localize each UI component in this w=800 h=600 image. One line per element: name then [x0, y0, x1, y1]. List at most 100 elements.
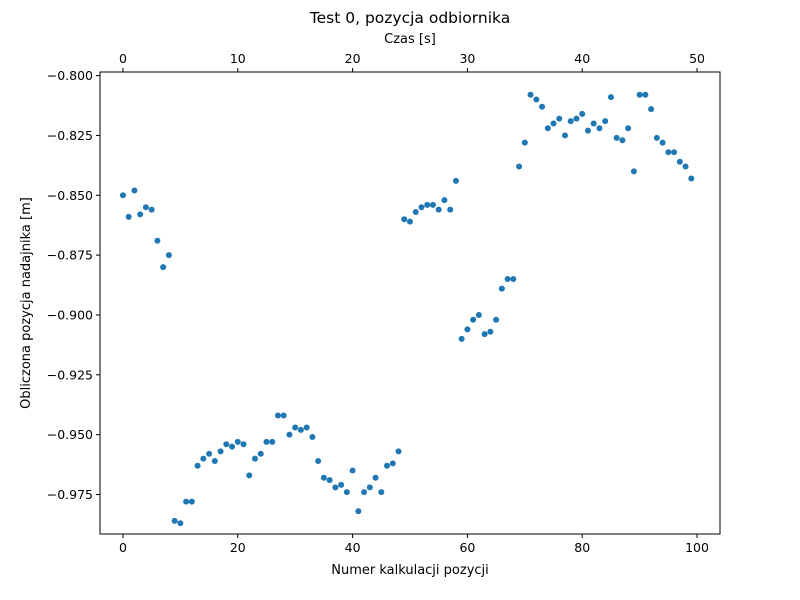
data-point-17	[217, 448, 224, 455]
top-tick-label: 20	[345, 51, 361, 66]
data-point-84	[602, 118, 609, 125]
data-point-45	[378, 489, 385, 496]
data-point-68	[510, 276, 517, 283]
data-point-60	[464, 326, 471, 333]
top-tick-label: 30	[459, 51, 475, 66]
data-point-97	[676, 158, 683, 165]
x-tick-label: 40	[345, 540, 361, 555]
data-point-30	[292, 424, 299, 431]
data-point-67	[504, 276, 511, 283]
data-point-86	[613, 134, 620, 141]
data-point-53	[424, 201, 431, 208]
data-point-14	[200, 455, 207, 462]
x-tick-label: 0	[119, 540, 127, 555]
data-point-39	[343, 489, 350, 496]
data-point-33	[309, 434, 316, 441]
data-point-10	[177, 520, 184, 527]
data-point-65	[493, 316, 500, 323]
data-point-35	[320, 474, 327, 481]
data-point-90	[636, 91, 643, 98]
data-point-23	[252, 455, 258, 462]
data-point-57	[447, 206, 454, 213]
top-tick-label: 10	[230, 51, 246, 66]
data-point-71	[527, 91, 534, 98]
data-point-9	[171, 517, 178, 524]
data-point-70	[521, 139, 528, 146]
data-points	[119, 91, 695, 527]
data-point-55	[435, 206, 442, 213]
top-tick-label: 40	[574, 51, 590, 66]
y-tick-label: −0.800	[47, 68, 93, 83]
data-point-91	[642, 91, 649, 98]
data-point-6	[154, 237, 161, 244]
x-axis-title: Numer kalkulacji pozycji	[331, 563, 489, 578]
data-point-4	[142, 204, 149, 211]
data-point-32	[303, 424, 310, 431]
data-point-15	[206, 450, 213, 457]
data-point-31	[297, 426, 304, 433]
data-point-89	[630, 168, 637, 175]
data-point-48	[395, 448, 402, 455]
data-point-42	[361, 489, 368, 496]
data-point-58	[452, 177, 459, 184]
data-point-8	[165, 252, 172, 259]
y-tick-label: −0.950	[47, 427, 93, 442]
data-point-76	[556, 115, 563, 122]
data-point-27	[274, 412, 281, 419]
data-point-24	[257, 450, 264, 457]
y-tick-label: −0.975	[47, 487, 93, 502]
data-point-74	[544, 125, 551, 132]
data-point-69	[516, 163, 523, 170]
data-point-0	[119, 192, 126, 199]
top-axis-ticks: 0 10 20 30 40 50	[119, 51, 705, 72]
data-point-2	[131, 187, 138, 194]
data-point-99	[688, 175, 695, 182]
y-tick-label: −0.825	[47, 128, 93, 143]
data-point-3	[137, 211, 144, 218]
data-point-66	[498, 285, 505, 292]
data-point-92	[648, 106, 655, 113]
data-point-64	[487, 328, 494, 335]
top-tick-label: 0	[119, 51, 127, 66]
data-point-29	[286, 431, 293, 438]
data-point-62	[475, 311, 482, 318]
top-tick-label: 50	[689, 51, 705, 66]
data-point-82	[590, 120, 597, 127]
data-point-12	[188, 498, 195, 505]
chart-title: Test 0, pozycja odbiornika	[309, 9, 510, 27]
data-point-72	[533, 96, 540, 103]
data-point-87	[619, 137, 626, 144]
data-point-20	[234, 438, 241, 445]
data-point-63	[481, 331, 488, 338]
y-axis-ticks: −0.800 −0.825 −0.850 −0.875 −0.900 −0.925 −0.9…	[47, 68, 100, 502]
data-point-11	[183, 498, 190, 505]
data-point-79	[573, 115, 580, 122]
data-point-85	[607, 94, 614, 101]
data-point-5	[148, 206, 155, 213]
data-point-54	[429, 201, 436, 208]
data-point-52	[418, 204, 425, 211]
data-point-28	[280, 412, 287, 419]
data-point-16	[211, 457, 218, 464]
x-axis-ticks: 0 20 40 60 80 100	[119, 534, 709, 555]
data-point-59	[458, 335, 465, 342]
data-point-83	[596, 125, 603, 132]
plot-frame	[99, 71, 721, 535]
top-axis-title: Czas [s]	[384, 32, 436, 47]
data-point-77	[562, 132, 568, 139]
data-point-37	[332, 484, 339, 491]
y-tick-label: −0.925	[47, 367, 93, 382]
data-point-96	[671, 149, 678, 156]
data-point-95	[665, 149, 672, 156]
x-tick-label: 60	[459, 540, 475, 555]
data-point-75	[550, 120, 557, 127]
x-tick-label: 100	[685, 540, 709, 555]
x-tick-label: 80	[574, 540, 590, 555]
data-point-56	[441, 197, 448, 204]
data-point-46	[384, 462, 391, 469]
data-point-49	[401, 216, 408, 223]
data-point-13	[194, 462, 201, 469]
y-axis-title: Obliczona pozycja nadajnika [m]	[19, 197, 34, 409]
data-point-73	[539, 103, 546, 110]
